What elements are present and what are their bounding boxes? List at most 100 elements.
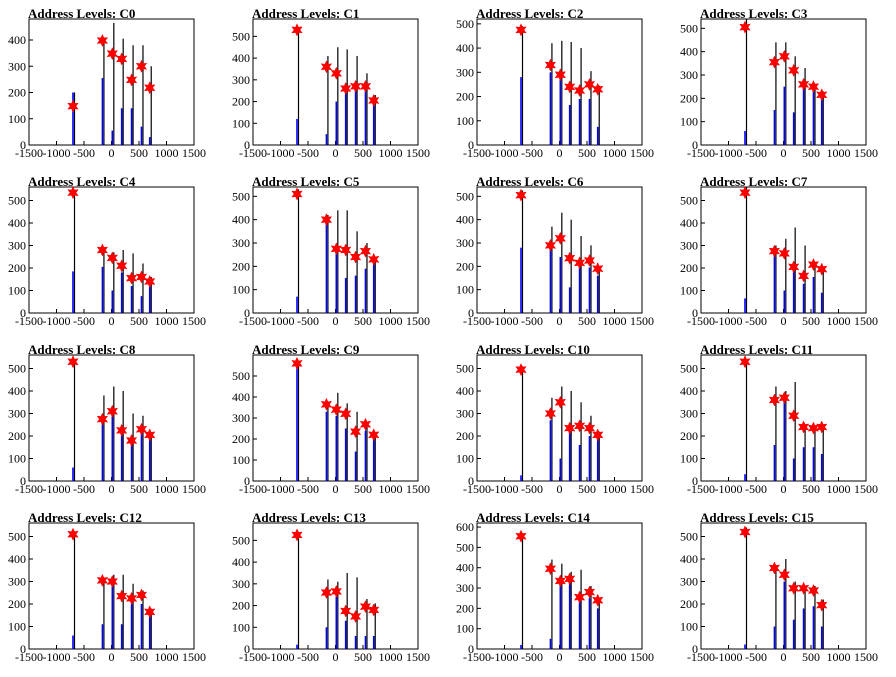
y-tick-label: 200 bbox=[456, 429, 474, 443]
x-tick-label: 1000 bbox=[827, 482, 851, 496]
marker-point bbox=[583, 253, 596, 268]
y-tick-label: 400 bbox=[232, 555, 250, 569]
y-tick-label: 500 bbox=[8, 530, 26, 544]
y-tick-label: 400 bbox=[456, 561, 474, 575]
marker-point bbox=[768, 561, 781, 575]
x-tick-label: 1500 bbox=[854, 146, 878, 160]
marker-point bbox=[787, 409, 800, 423]
y-tick-label: 500 bbox=[680, 194, 698, 208]
x-tick-label: -1500 bbox=[239, 314, 267, 328]
y-tick-label: 300 bbox=[232, 411, 250, 425]
marker-point bbox=[135, 588, 148, 602]
panel-3: Address Levels: C3-1500 -1000 -500 0 500 1000… bbox=[680, 6, 878, 160]
y-tick-label: 0 bbox=[20, 474, 26, 488]
x-tick-label: -1500 bbox=[239, 650, 267, 664]
marker-point bbox=[320, 60, 333, 74]
marker-point bbox=[591, 428, 604, 442]
marker-point bbox=[563, 421, 576, 435]
marker-point bbox=[125, 433, 138, 448]
y-tick-label: 100 bbox=[456, 622, 474, 636]
x-tick-label: -1500 bbox=[463, 146, 491, 160]
x-tick-label: -1500 bbox=[463, 314, 491, 328]
y-tick-label: 0 bbox=[468, 306, 474, 320]
x-tick-label: -500 bbox=[73, 650, 95, 664]
plot-frame bbox=[28, 354, 195, 482]
x-tick-label: 0 bbox=[781, 146, 787, 160]
marker-point bbox=[739, 186, 751, 200]
y-tick-label: 0 bbox=[468, 642, 474, 656]
x-tick-label: 1500 bbox=[854, 650, 878, 664]
x-tick-label: 1000 bbox=[155, 146, 179, 160]
y-tick-label: 0 bbox=[692, 306, 698, 320]
y-tick-label: 500 bbox=[456, 362, 474, 376]
x-tick-label: 1000 bbox=[379, 314, 403, 328]
x-tick-label: -1000 bbox=[267, 482, 295, 496]
y-tick-label: 100 bbox=[680, 452, 698, 466]
marker-point bbox=[515, 363, 527, 377]
x-tick-label: 500 bbox=[354, 650, 372, 664]
marker-point bbox=[815, 420, 828, 434]
x-tick-label: -500 bbox=[745, 482, 767, 496]
x-tick-label: -1500 bbox=[463, 482, 491, 496]
y-tick-label: 200 bbox=[8, 86, 26, 100]
x-tick-label: -500 bbox=[73, 482, 95, 496]
panel-title: Address Levels: C15 bbox=[700, 510, 814, 525]
marker-point bbox=[339, 243, 352, 257]
marker-point bbox=[67, 186, 79, 200]
x-tick-label: -1000 bbox=[43, 650, 71, 664]
y-tick-label: 0 bbox=[244, 138, 250, 152]
x-tick-label: 1500 bbox=[630, 482, 654, 496]
y-tick-label: 400 bbox=[680, 216, 698, 230]
marker-point bbox=[739, 20, 751, 34]
y-tick-label: 500 bbox=[456, 189, 474, 203]
y-tick-label: 100 bbox=[8, 284, 26, 298]
x-tick-label: -1000 bbox=[715, 650, 743, 664]
x-tick-label: -500 bbox=[297, 482, 319, 496]
marker-point bbox=[563, 572, 576, 586]
plot-frame bbox=[476, 18, 643, 146]
marker-point bbox=[115, 52, 128, 66]
x-tick-label: 500 bbox=[802, 482, 820, 496]
y-tick-label: 400 bbox=[680, 45, 698, 59]
y-tick-label: 200 bbox=[456, 601, 474, 615]
marker-point bbox=[143, 274, 156, 289]
panel-2: Address Levels: C2-1500 -1000 -500 0 500 1000… bbox=[456, 6, 654, 160]
panel-title: Address Levels: C3 bbox=[700, 6, 808, 21]
panel-title: Address Levels: C5 bbox=[252, 174, 360, 189]
x-tick-label: 1500 bbox=[406, 650, 430, 664]
panel-title: Address Levels: C0 bbox=[28, 6, 135, 21]
marker-point bbox=[573, 419, 586, 433]
y-tick-label: 0 bbox=[244, 306, 250, 320]
x-tick-label: -500 bbox=[521, 650, 543, 664]
marker-point bbox=[815, 598, 828, 612]
y-tick-label: 500 bbox=[456, 17, 474, 31]
y-tick-label: 500 bbox=[232, 533, 250, 547]
plot-frame bbox=[476, 186, 643, 314]
x-tick-label: -500 bbox=[745, 146, 767, 160]
x-tick-label: 0 bbox=[781, 314, 787, 328]
y-tick-label: 200 bbox=[232, 95, 250, 109]
marker-point bbox=[359, 417, 372, 431]
y-tick-label: 100 bbox=[680, 620, 698, 634]
marker-point bbox=[359, 79, 372, 93]
x-tick-label: -1500 bbox=[687, 650, 715, 664]
x-tick-label: 1000 bbox=[827, 146, 851, 160]
plot-frame bbox=[700, 522, 867, 650]
marker-point bbox=[591, 82, 604, 96]
marker-point bbox=[320, 213, 333, 227]
marker-point bbox=[96, 573, 109, 588]
plot-frame bbox=[700, 18, 867, 146]
marker-point bbox=[739, 355, 751, 369]
marker-point bbox=[359, 600, 372, 614]
y-tick-label: 300 bbox=[8, 239, 26, 253]
y-tick-label: 200 bbox=[8, 597, 26, 611]
panel-title: Address Levels: C1 bbox=[252, 6, 359, 21]
y-tick-label: 0 bbox=[692, 138, 698, 152]
y-tick-label: 200 bbox=[8, 429, 26, 443]
panel-5: Address Levels: C5-1500 -1000 -500 0 500 1000… bbox=[232, 174, 430, 328]
marker-point bbox=[67, 527, 79, 541]
x-tick-label: 500 bbox=[578, 650, 596, 664]
marker-point bbox=[349, 79, 362, 93]
x-tick-label: 0 bbox=[333, 146, 339, 160]
x-tick-label: 1500 bbox=[182, 146, 206, 160]
